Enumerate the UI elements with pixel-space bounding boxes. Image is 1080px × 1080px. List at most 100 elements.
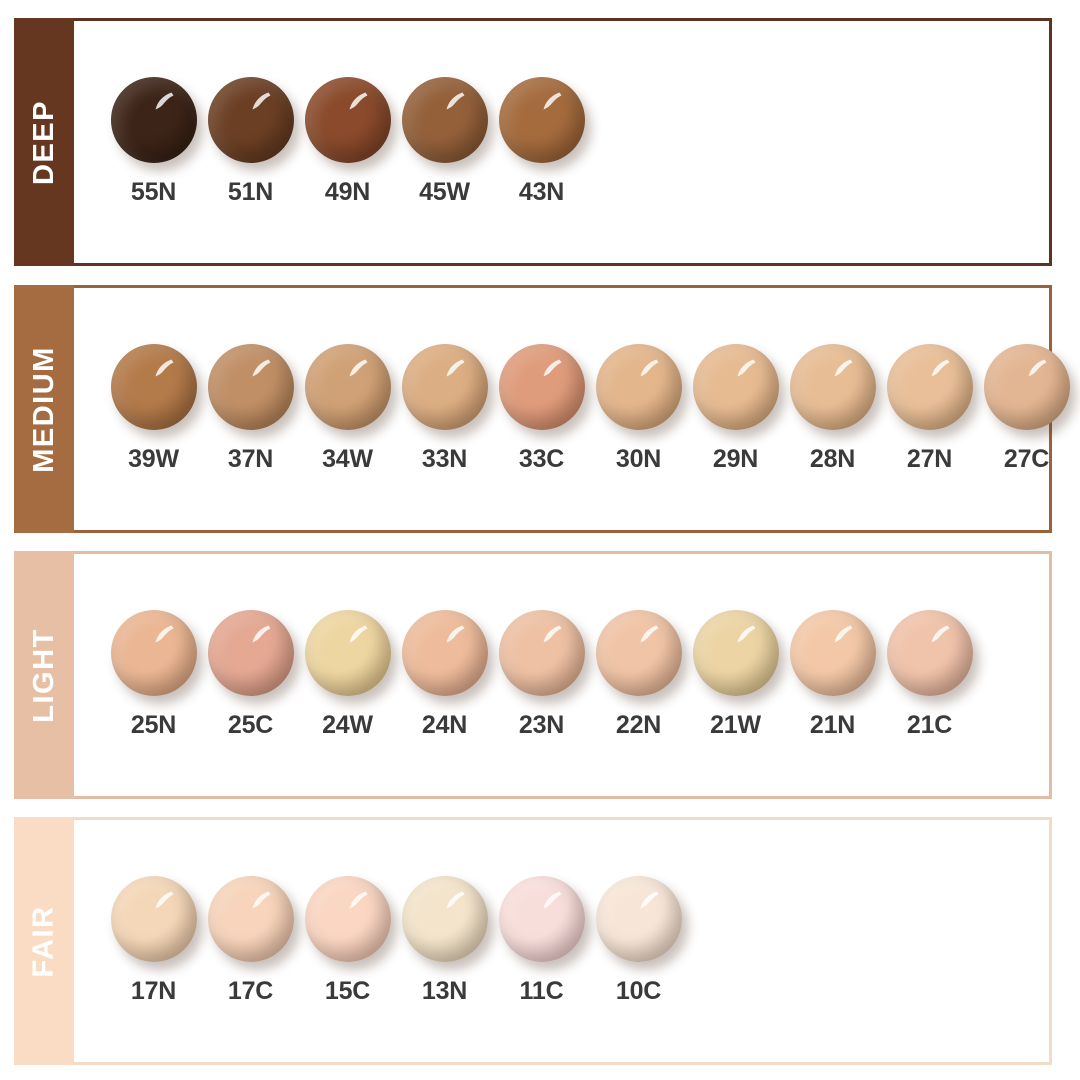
swatch-row: 25N 25C 24W 24N 23N 22N 21W 21N 21C: [72, 551, 1049, 799]
swatch-color-dot: [886, 344, 973, 430]
swatch-color-dot: [304, 876, 391, 962]
shade-code-label: 25C: [227, 711, 274, 739]
shade-code-label: 17C: [227, 977, 274, 1005]
swatch-dot-wrap: [207, 610, 294, 696]
shade-swatch-55N[interactable]: 55N: [105, 77, 202, 207]
shade-swatch-29N[interactable]: 29N: [687, 344, 784, 474]
shade-swatch-23N[interactable]: 23N: [493, 610, 590, 740]
group-title: MEDIUM: [27, 345, 60, 473]
shade-code-label: 34W: [322, 445, 373, 473]
swatch-color-dot: [401, 610, 488, 696]
shade-code-label: 27N: [906, 445, 953, 473]
shade-swatch-17N[interactable]: 17N: [105, 876, 202, 1006]
swatch-dot-wrap: [498, 77, 585, 163]
shade-code-label: 30N: [615, 445, 662, 473]
shade-swatch-25C[interactable]: 25C: [202, 610, 299, 740]
swatch-dot-wrap: [498, 610, 585, 696]
group-title: LIGHT: [27, 627, 60, 723]
shade-swatch-21N[interactable]: 21N: [784, 610, 881, 740]
swatch-dot-wrap: [401, 610, 488, 696]
shade-code-label: 39W: [128, 445, 179, 473]
shade-swatch-25N[interactable]: 25N: [105, 610, 202, 740]
shade-swatch-24N[interactable]: 24N: [396, 610, 493, 740]
shade-code-label: 43N: [518, 178, 565, 206]
swatch-dot-wrap: [789, 344, 876, 430]
swatch-color-dot: [498, 77, 585, 163]
shade-code-label: 13N: [421, 977, 468, 1005]
swatch-color-dot: [401, 77, 488, 163]
swatch-color-dot: [983, 344, 1070, 430]
swatch-color-dot: [207, 77, 294, 163]
swatch-color-dot: [110, 344, 197, 430]
shade-swatch-21W[interactable]: 21W: [687, 610, 784, 740]
swatch-dot-wrap: [110, 77, 197, 163]
swatch-color-dot: [789, 344, 876, 430]
shade-code-label: 27C: [1003, 445, 1050, 473]
swatch-dot-wrap: [207, 876, 294, 962]
swatch-dot-wrap: [207, 344, 294, 430]
shade-code-label: 10C: [615, 977, 662, 1005]
swatch-color-dot: [498, 876, 585, 962]
shade-code-label: 37N: [227, 445, 274, 473]
shade-group-medium: MEDIUM 39W 37N 34W 33N 33C 30N 29N 28N 27N 27C: [14, 285, 1070, 533]
swatch-dot-wrap: [692, 610, 779, 696]
swatch-dot-wrap: [498, 876, 585, 962]
shade-swatch-22N[interactable]: 22N: [590, 610, 687, 740]
shade-code-label: 21N: [809, 711, 856, 739]
shade-swatch-15C[interactable]: 15C: [299, 876, 396, 1006]
swatch-color-dot: [304, 77, 391, 163]
swatch-dot-wrap: [304, 876, 391, 962]
shade-code-label: 24W: [322, 711, 373, 739]
shade-swatch-11C[interactable]: 11C: [493, 876, 590, 1006]
shade-swatch-37N[interactable]: 37N: [202, 344, 299, 474]
swatch-dot-wrap: [207, 77, 294, 163]
group-sidebar-medium: MEDIUM: [14, 285, 74, 533]
swatch-row: 39W 37N 34W 33N 33C 30N 29N 28N 27N 27C: [72, 285, 1070, 533]
swatch-dot-wrap: [692, 344, 779, 430]
shade-code-label: 15C: [324, 977, 371, 1005]
shade-swatch-10C[interactable]: 10C: [590, 876, 687, 1006]
shade-swatch-34W[interactable]: 34W: [299, 344, 396, 474]
swatch-dot-wrap: [498, 344, 585, 430]
shade-swatch-33C[interactable]: 33C: [493, 344, 590, 474]
shade-swatch-45W[interactable]: 45W: [396, 77, 493, 207]
swatch-dot-wrap: [983, 344, 1070, 430]
group-title: FAIR: [27, 904, 60, 978]
shade-swatch-21C[interactable]: 21C: [881, 610, 978, 740]
swatch-dot-wrap: [886, 610, 973, 696]
swatch-row: 17N 17C 15C 13N 11C 10C: [72, 817, 1049, 1065]
swatch-dot-wrap: [401, 344, 488, 430]
shade-code-label: 29N: [712, 445, 759, 473]
shade-swatch-39W[interactable]: 39W: [105, 344, 202, 474]
swatch-dot-wrap: [595, 876, 682, 962]
shade-swatch-27C[interactable]: 27C: [978, 344, 1075, 474]
shade-code-label: 49N: [324, 178, 371, 206]
shade-swatch-27N[interactable]: 27N: [881, 344, 978, 474]
group-title: DEEP: [27, 99, 60, 185]
shade-code-label: 21C: [906, 711, 953, 739]
shade-swatch-33N[interactable]: 33N: [396, 344, 493, 474]
shade-code-label: 25N: [130, 711, 177, 739]
shade-code-label: 33N: [421, 445, 468, 473]
swatch-color-dot: [401, 876, 488, 962]
shade-swatch-30N[interactable]: 30N: [590, 344, 687, 474]
swatch-dot-wrap: [595, 610, 682, 696]
swatch-dot-wrap: [401, 876, 488, 962]
swatch-color-dot: [110, 876, 197, 962]
swatch-dot-wrap: [304, 344, 391, 430]
swatch-color-dot: [498, 610, 585, 696]
shade-swatch-28N[interactable]: 28N: [784, 344, 881, 474]
shade-code-label: 33C: [518, 445, 565, 473]
shade-code-label: 17N: [130, 977, 177, 1005]
swatch-color-dot: [595, 344, 682, 430]
swatch-color-dot: [207, 344, 294, 430]
shade-swatch-17C[interactable]: 17C: [202, 876, 299, 1006]
group-sidebar-deep: DEEP: [14, 18, 74, 266]
shade-swatch-13N[interactable]: 13N: [396, 876, 493, 1006]
swatch-dot-wrap: [110, 344, 197, 430]
swatch-dot-wrap: [110, 610, 197, 696]
shade-swatch-51N[interactable]: 51N: [202, 77, 299, 207]
shade-swatch-43N[interactable]: 43N: [493, 77, 590, 207]
shade-swatch-24W[interactable]: 24W: [299, 610, 396, 740]
shade-swatch-49N[interactable]: 49N: [299, 77, 396, 207]
